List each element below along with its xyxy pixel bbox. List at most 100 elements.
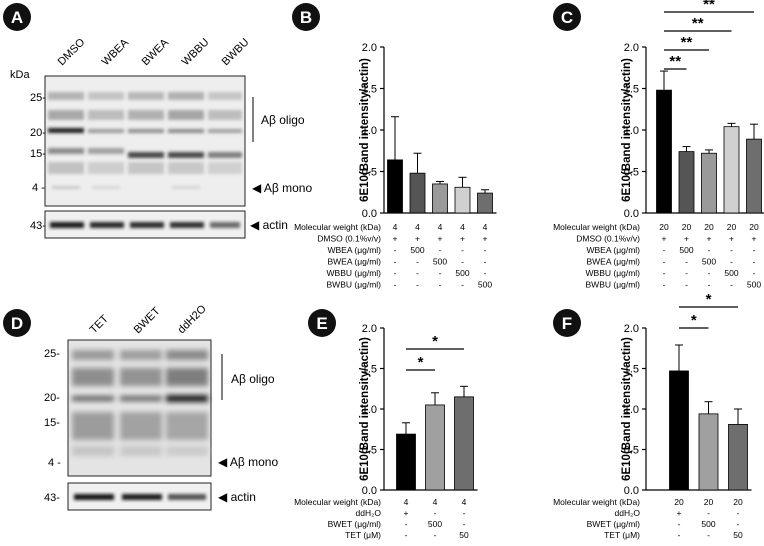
marker-4: 4 -	[32, 182, 45, 194]
table-cell-c: -	[753, 245, 756, 255]
bar-e	[396, 433, 416, 491]
y-tick-label-c: 0.0	[624, 208, 639, 220]
table-cell-f: -	[678, 519, 681, 529]
y-tick-label-f: 2.0	[624, 323, 639, 335]
bar-b	[387, 159, 403, 214]
y-tick-label-c: 1.0	[624, 125, 639, 137]
table-row-label-c: WBBU (μg/ml)	[586, 268, 641, 278]
table-cell-c: -	[708, 268, 711, 278]
svg-text:D: D	[11, 314, 23, 333]
table-cell-e: 4	[462, 497, 467, 507]
table-cell-b: +	[393, 234, 398, 244]
y-tick-label-b: 2.0	[362, 42, 377, 54]
actin-label: ◀ actin	[250, 218, 288, 232]
table-cell-b: 500	[410, 245, 424, 255]
table-row-label-b: DMSO (0.1%v/v)	[317, 234, 381, 244]
table-cell-e: 4	[404, 497, 409, 507]
table-cell-c: 500	[724, 268, 738, 278]
table-row-label-f: BWET (μg/ml)	[587, 519, 641, 529]
actin-label-d: ◀ actin	[218, 490, 256, 504]
oligo-label: Aβ oligo	[261, 113, 305, 127]
y-tick-label-e: 0.0	[362, 485, 377, 497]
panel-letter-c: C	[553, 3, 581, 31]
table-row-label-f: ddH₂O	[614, 508, 640, 518]
svg-text:F: F	[562, 314, 572, 333]
chart-e: 0.0 0.5 1.0 1.5 2.0 6E10(Band intensity/actin…	[294, 323, 478, 540]
table-cell-f: -	[737, 519, 740, 529]
bar-f	[698, 413, 719, 491]
mono-label-d: ◀ Aβ mono	[218, 455, 278, 469]
table-cell-f: 20	[733, 497, 743, 507]
table-row-label-e: ddH₂O	[355, 508, 381, 518]
table-cell-f: -	[737, 508, 740, 518]
lane-label-ddh2o: ddH2O	[176, 303, 209, 336]
table-cell-c: +	[752, 234, 757, 244]
table-cell-c: -	[663, 268, 666, 278]
bar-c	[678, 151, 695, 214]
table-cell-b: 500	[455, 268, 469, 278]
marker-15: 15-	[30, 148, 46, 160]
bar-b	[454, 186, 471, 214]
table-cell-b: -	[416, 280, 419, 290]
chart-f: 0.0 0.5 1.0 1.5 2.0 6E10(Band intensity/actin…	[553, 291, 752, 540]
marker-20: 20-	[30, 127, 46, 139]
table-cell-e: +	[404, 508, 409, 518]
y-axis-label-f: 6E10(Band intensity/actin)	[621, 337, 633, 481]
sig-label-c: **	[681, 34, 693, 51]
table-row-label-c: BWEA (μg/ml)	[586, 257, 640, 267]
table-cell-c: -	[663, 245, 666, 255]
table-cell-b: -	[484, 257, 487, 267]
y-tick-label-f: 0.5	[624, 445, 639, 457]
y-axis-label-c: 6E10(Band intensity/actin)	[621, 58, 633, 202]
bar-c	[656, 89, 672, 214]
table-cell-b: +	[438, 234, 443, 244]
table-cell-f: +	[677, 508, 682, 518]
table-cell-c: 20	[659, 222, 669, 232]
table-cell-b: -	[461, 280, 464, 290]
svg-text:A: A	[11, 8, 23, 27]
western-blot-d: TET BWET ddH2O 25- 20- 15- 4 - Aβ oligo …	[44, 303, 278, 511]
panel-letter-e: E	[308, 309, 336, 337]
table-cell-b: 4	[415, 222, 420, 232]
table-cell-b: 4	[438, 222, 443, 232]
table-cell-b: -	[416, 268, 419, 278]
table-cell-b: -	[394, 257, 397, 267]
table-cell-b: 4	[460, 222, 465, 232]
table-row-label-f: Molecular weight (kDa)	[553, 497, 640, 507]
sig-label-e: *	[432, 333, 438, 350]
marker-43: 43-	[30, 220, 46, 232]
lane-label-wbbu: WBBU	[180, 36, 212, 68]
y-tick-label-f: 0.0	[624, 485, 639, 497]
y-tick-label-b: 1.0	[362, 125, 377, 137]
table-cell-c: +	[684, 234, 689, 244]
table-row-label-b: WBBU (μg/ml)	[327, 268, 382, 278]
bar-e	[425, 404, 445, 491]
table-cell-b: -	[484, 245, 487, 255]
marker-25: 25-	[30, 92, 46, 104]
panel-letter-a: A	[3, 3, 31, 31]
svg-text:E: E	[316, 314, 327, 333]
table-cell-f: 20	[704, 497, 714, 507]
table-cell-b: 500	[478, 280, 492, 290]
table-cell-f: 500	[701, 519, 715, 529]
marker-d-15: 15-	[44, 417, 60, 429]
table-cell-c: -	[708, 245, 711, 255]
table-cell-c: 20	[704, 222, 714, 232]
lane-label-bwbu: BWBU	[220, 36, 252, 68]
sig-label-c: **	[669, 53, 681, 70]
table-cell-b: -	[461, 245, 464, 255]
lane-label-tet: TET	[88, 313, 111, 336]
table-cell-e: 500	[428, 519, 442, 529]
mono-label: ◀ Aβ mono	[252, 181, 312, 195]
table-cell-f: 20	[674, 497, 684, 507]
blot-d-actin-bands	[74, 494, 206, 500]
table-cell-e: -	[434, 530, 437, 540]
y-tick-label-b: 0.5	[362, 167, 377, 179]
y-tick-label-e: 1.0	[362, 404, 377, 416]
sig-label-e: *	[418, 354, 424, 371]
lane-label-wbea: WBEA	[100, 36, 132, 68]
y-tick-label-b: 1.5	[362, 84, 377, 96]
table-cell-f: -	[707, 508, 710, 518]
table-cell-c: 500	[747, 280, 761, 290]
table-cell-c: -	[753, 268, 756, 278]
